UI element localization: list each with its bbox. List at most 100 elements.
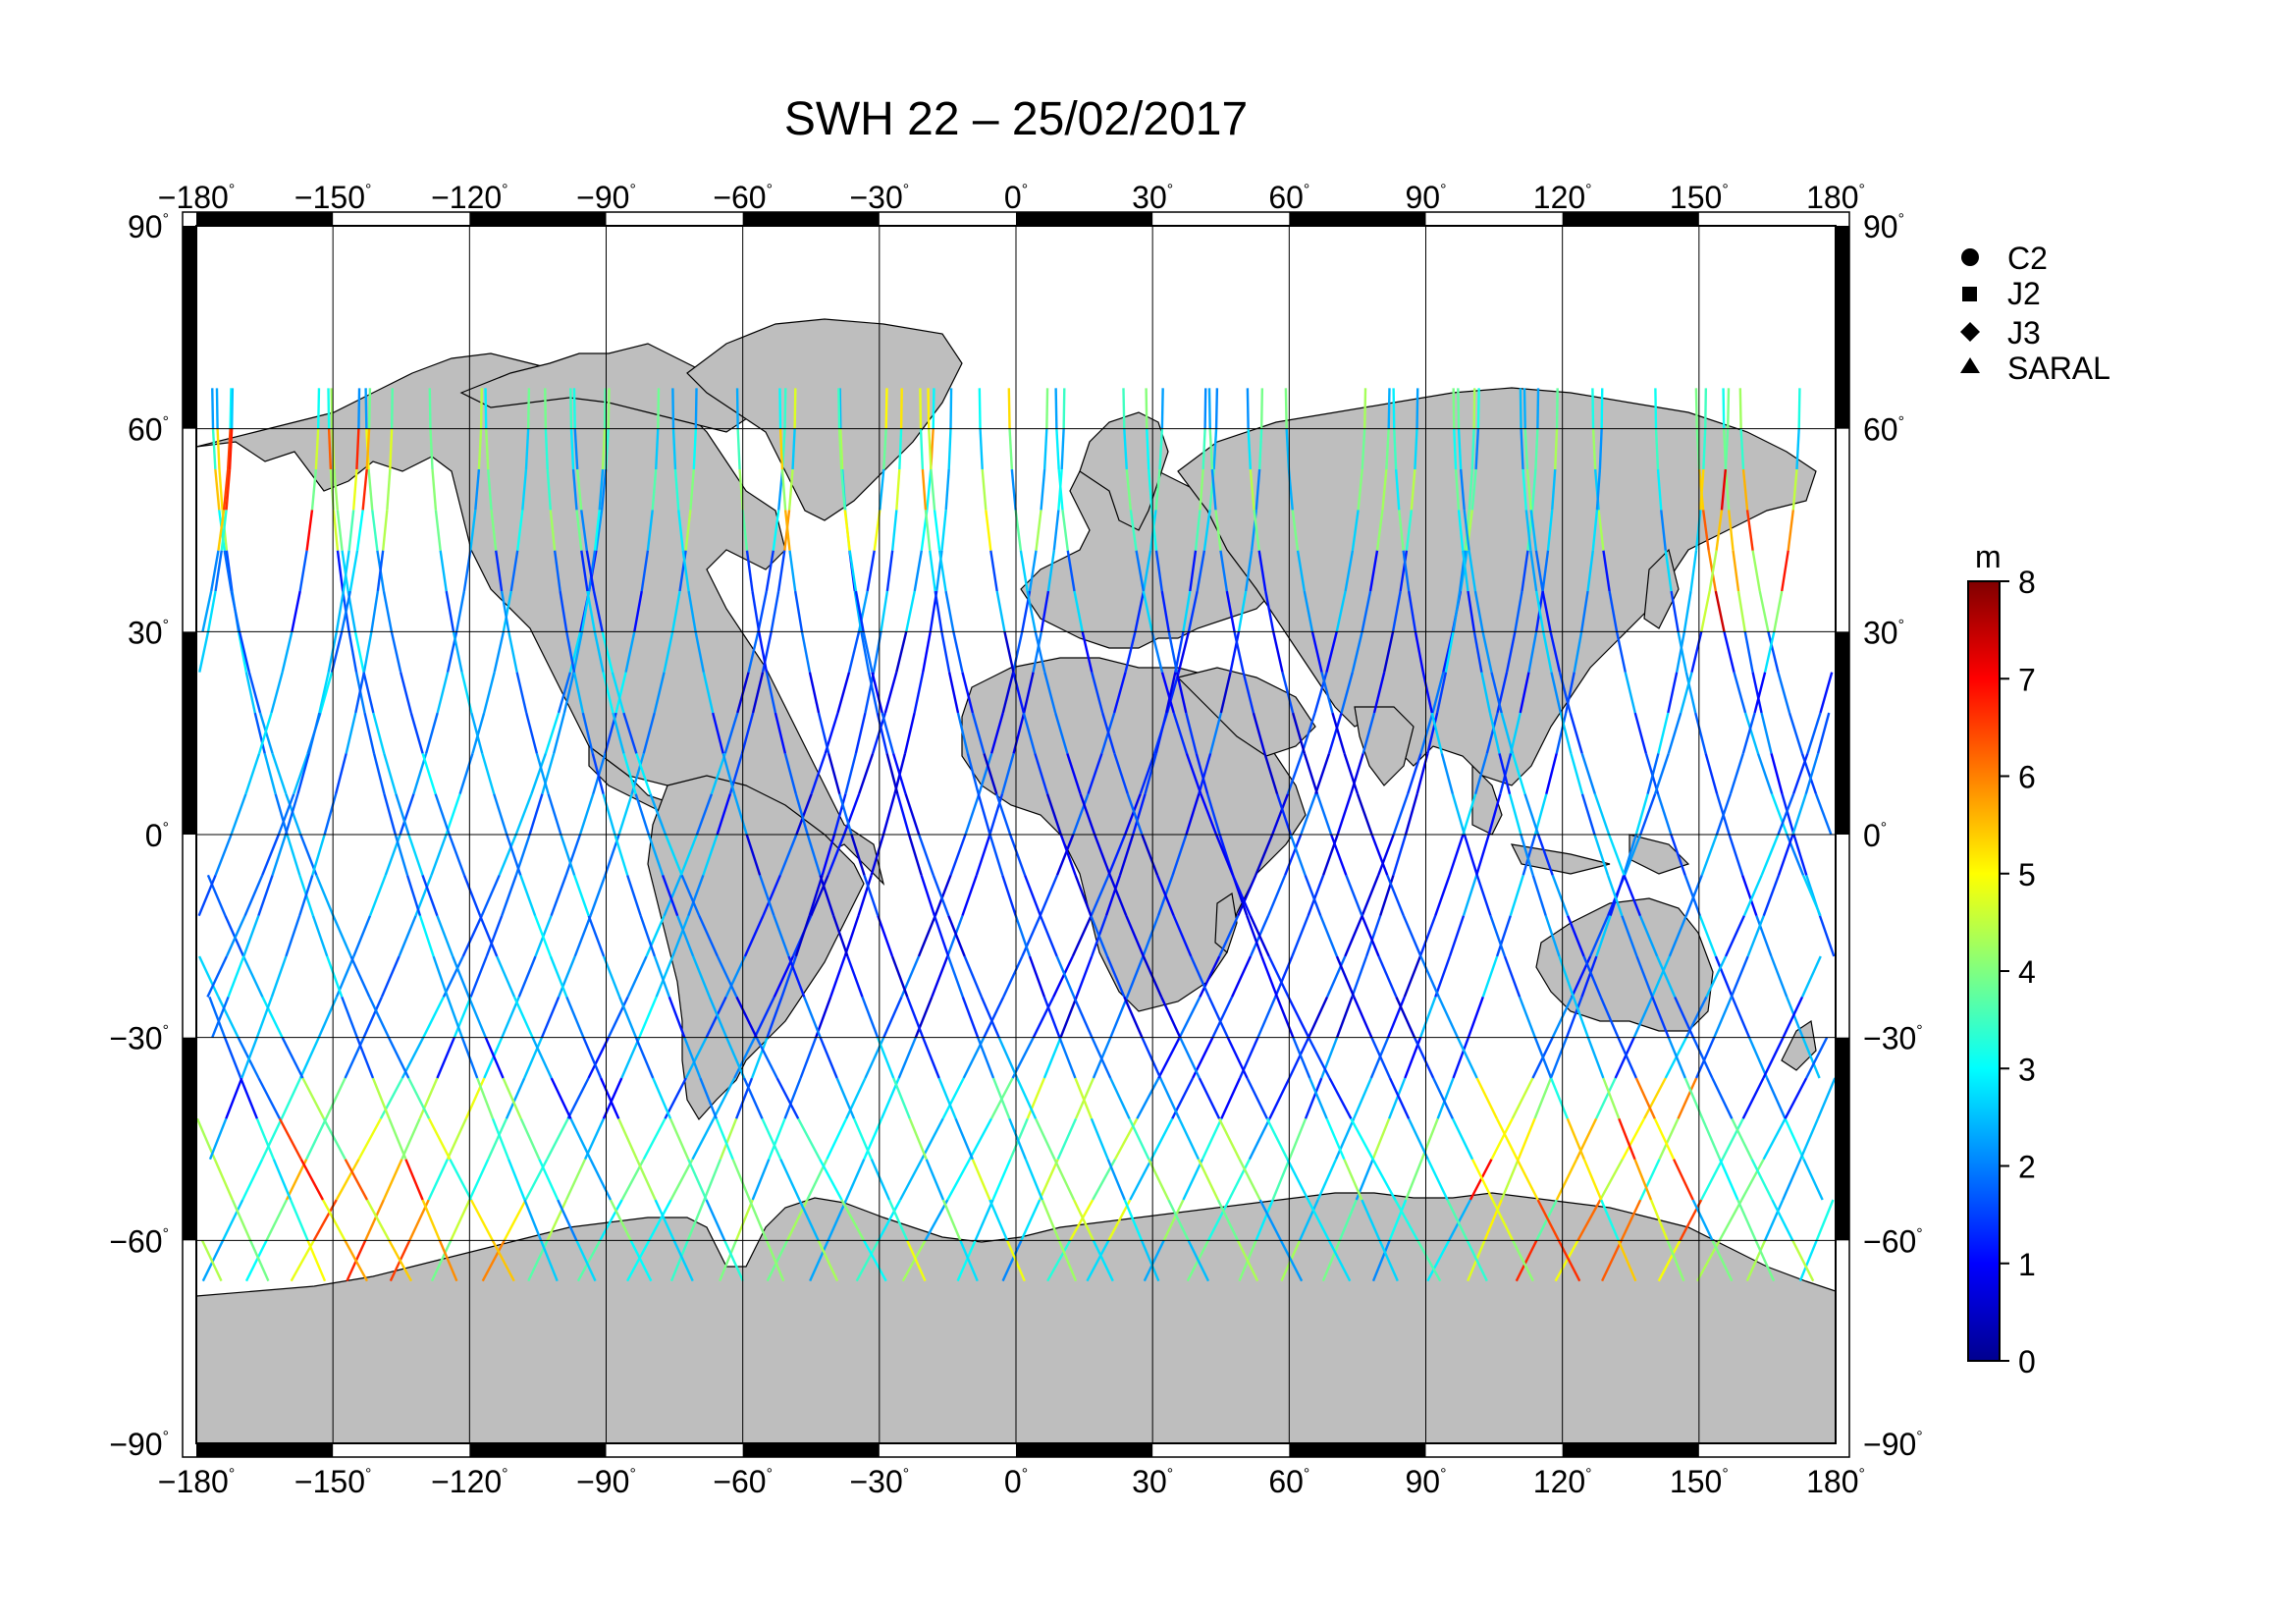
track-segment [695, 793, 714, 836]
legend-label-j3: J3 [2007, 315, 2041, 351]
track-segment [743, 915, 765, 957]
track-segment [1167, 631, 1179, 673]
track-segment [768, 1117, 786, 1161]
track-segment [1819, 672, 1834, 714]
track-segment [572, 874, 590, 917]
track-segment [225, 1077, 243, 1119]
track-segment [607, 996, 629, 1039]
track-segment [1483, 1199, 1503, 1241]
track-segment [1046, 550, 1055, 592]
track-segment [1762, 874, 1781, 917]
track-segment [580, 550, 589, 592]
track-segment [494, 550, 504, 592]
track-segment [1398, 510, 1405, 551]
track-segment [1284, 834, 1303, 876]
track-segment [490, 510, 498, 551]
track-segment [364, 388, 368, 429]
track-segment [379, 1077, 403, 1119]
track-segment [547, 793, 562, 836]
track-segment [1682, 590, 1692, 632]
track-segment [901, 1239, 927, 1282]
track-segment [1160, 672, 1175, 714]
track-segment [1673, 1159, 1694, 1201]
track-segment [1694, 712, 1707, 754]
track-segment [208, 996, 227, 1039]
track-segment [817, 712, 830, 754]
frame-segment-right [1836, 631, 1849, 835]
track-segment [885, 550, 894, 592]
colorbar-tick-label: 7 [2018, 662, 2036, 697]
track-segment [1473, 590, 1484, 632]
track-segment [1175, 672, 1188, 714]
track-segment [1567, 915, 1585, 957]
track-segment [826, 1117, 848, 1161]
track-segment [285, 793, 302, 836]
track-segment [898, 428, 903, 470]
track-segment [1403, 955, 1421, 998]
track-segment [1009, 1117, 1029, 1161]
track-segment [1399, 550, 1409, 592]
lon-tick-label: −150° [294, 1464, 371, 1499]
track-segment [479, 915, 499, 957]
lon-tick-label: 180° [1806, 180, 1865, 215]
track-segment [1009, 834, 1027, 876]
track-segment [271, 752, 288, 795]
track-segment [1142, 915, 1160, 957]
track-segment [635, 752, 652, 795]
track-segment [1042, 996, 1061, 1039]
track-segment [843, 915, 860, 957]
track-segment [712, 712, 724, 754]
track-segment [1194, 510, 1201, 551]
track-segment [512, 996, 534, 1039]
track-segment [1740, 874, 1758, 917]
track-segment [222, 1199, 244, 1241]
track-segment [1408, 1117, 1429, 1161]
track-segment [1690, 631, 1703, 673]
track-segment [1677, 631, 1687, 673]
track-segment [778, 834, 798, 876]
track-segment [521, 468, 528, 511]
track-segment [1704, 753, 1719, 794]
track-segment [1751, 672, 1763, 714]
track-segment [1723, 631, 1735, 673]
track-segment [573, 915, 592, 957]
track-segment [1350, 1117, 1374, 1161]
lon-tick-label: 0° [1004, 1464, 1028, 1499]
track-segment [593, 510, 601, 551]
track-segment [988, 793, 1004, 836]
track-segment [810, 752, 827, 795]
graticule [195, 225, 1837, 1444]
track-segment [687, 590, 697, 632]
track-segment [1092, 1239, 1114, 1282]
track-segment [442, 955, 464, 998]
track-segment [819, 1159, 843, 1201]
track-segment [1012, 672, 1025, 714]
track-segment [1331, 712, 1346, 754]
track-segment [501, 874, 517, 917]
track-segment [1244, 550, 1254, 592]
track-segment [1430, 712, 1443, 754]
track-segment [480, 874, 501, 917]
track-segment [1512, 1239, 1534, 1282]
track-segment [1248, 1117, 1271, 1161]
track-segment [1416, 1239, 1442, 1282]
track-segment [1515, 1239, 1538, 1282]
track-segment [1736, 1199, 1757, 1241]
track-segment [1002, 955, 1024, 998]
track-segment [1777, 834, 1794, 876]
track-segment [1635, 955, 1654, 998]
track-segment [854, 590, 865, 632]
track-segment [640, 550, 650, 592]
track-segment [1236, 1239, 1259, 1282]
track-segment [1461, 550, 1469, 592]
track-segment [1370, 1037, 1392, 1079]
track-segment [381, 510, 389, 551]
track-segment [871, 672, 883, 714]
track-segment [237, 631, 248, 673]
track-segment [1505, 631, 1517, 673]
track-segment [997, 1037, 1019, 1079]
track-segment [837, 388, 841, 429]
track-segment [1602, 1077, 1621, 1119]
track-segment [890, 510, 898, 551]
track-segment [214, 550, 223, 592]
